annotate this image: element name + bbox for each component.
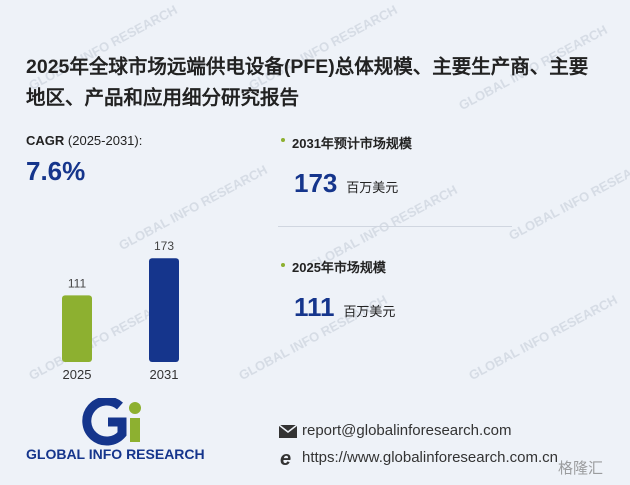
watermark: 格隆汇: [558, 460, 604, 477]
stat-unit: 百万美元: [346, 180, 399, 195]
value-label: 111: [68, 276, 87, 290]
title: 2025年全球市场远端供电设备(PFE)总体规模、主要生产商、主要地区、产品和应…: [26, 56, 589, 109]
url: https://www.globalinforesearch.com.cn: [302, 449, 558, 466]
email-icon: [278, 424, 298, 438]
logo-watermark: GLOBAL INFO RESEARCH: [506, 151, 630, 244]
cagr-label: CAGR: [26, 133, 65, 148]
logo-text: GLOBAL INFO RESEARCH: [26, 446, 205, 462]
cagr-value: 7.6%: [26, 156, 86, 186]
stat-label: 2031年预计市场规模: [292, 136, 412, 151]
bar: [62, 295, 92, 362]
value-label: 173: [154, 239, 174, 253]
stat-label: 2025年市场规模: [292, 260, 386, 275]
stat-unit: 百万美元: [343, 304, 396, 319]
web-icon: e: [280, 448, 291, 468]
stat-value: 173: [294, 168, 338, 198]
stat-value: 111: [294, 292, 335, 322]
stat: 111 百万美元: [294, 292, 395, 323]
cagr-period: (2025-2031):: [67, 133, 143, 148]
stat: 173 百万美元: [294, 168, 398, 199]
cagr-line: CAGR (2025-2031):: [26, 133, 142, 148]
divider: [278, 226, 512, 227]
bullet: [280, 131, 288, 142]
svg-text:e: e: [280, 448, 291, 468]
bar: [149, 258, 179, 362]
logo-watermark: GLOBAL INFO RESEARCH: [466, 291, 620, 384]
logo-icon: [82, 398, 141, 446]
chart: 111 2025 173 2031: [62, 239, 179, 382]
x-tick-label: 2025: [63, 367, 92, 382]
email: report@globalinforesearch.com: [302, 422, 512, 439]
x-tick-label: 2031: [150, 367, 179, 382]
bullet: [280, 256, 288, 267]
